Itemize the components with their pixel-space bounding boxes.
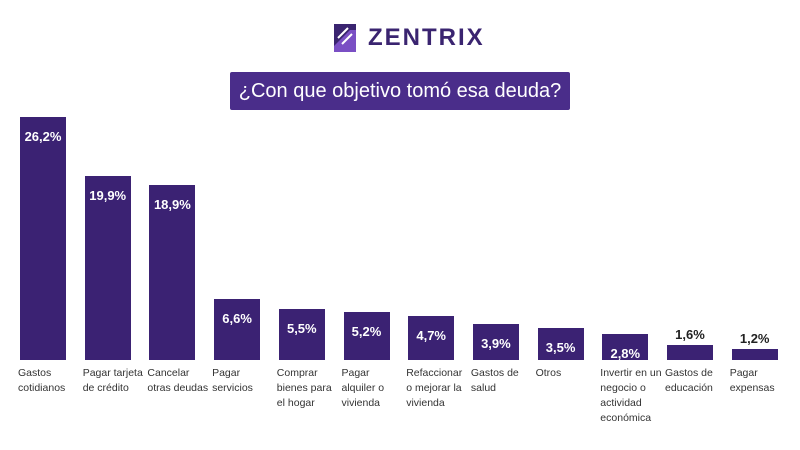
x-tick-label: Pagar servicios bbox=[212, 367, 253, 394]
value-label: 1,6% bbox=[675, 327, 705, 343]
value-label: 5,5% bbox=[286, 321, 317, 336]
bar bbox=[149, 184, 196, 360]
value-label: 6,6% bbox=[222, 310, 252, 326]
x-tick-label: Pagar expensas bbox=[729, 367, 775, 394]
chart-title: ¿Con que objetivo tomó esa deuda? bbox=[230, 72, 570, 110]
bar bbox=[214, 298, 261, 360]
value-label: 18,9% bbox=[153, 196, 191, 212]
x-tick-label: Cancelar otras deudas bbox=[147, 367, 209, 394]
bar bbox=[408, 316, 455, 360]
bar bbox=[472, 323, 519, 360]
x-tick-label: Comprar bienes para el hogar bbox=[276, 367, 332, 409]
x-tick-label: Pagar tarjeta de crédito bbox=[82, 367, 143, 394]
x-tick-label: Pagar alquiler o vivienda bbox=[341, 367, 385, 409]
x-tick-label: Otros bbox=[535, 367, 562, 379]
bar bbox=[667, 345, 713, 360]
x-tick-label: Gastos de educación bbox=[665, 367, 713, 394]
value-label: 19,9% bbox=[89, 187, 127, 203]
value-label: 4,7% bbox=[416, 328, 446, 344]
value-label: 3,5% bbox=[545, 339, 576, 355]
x-tick-label: Gastos de salud bbox=[470, 367, 519, 394]
brand: ZENTRIX bbox=[330, 18, 485, 58]
bar bbox=[731, 348, 778, 360]
value-label: 3,9% bbox=[481, 335, 511, 351]
value-label: 5,2% bbox=[351, 323, 382, 339]
bar bbox=[537, 327, 584, 360]
bar bbox=[20, 117, 66, 360]
x-tick-label: Invertir en un negocio o actividad econó… bbox=[600, 367, 662, 424]
bar bbox=[84, 175, 131, 360]
bar bbox=[278, 309, 325, 360]
value-label: 26,2% bbox=[24, 129, 62, 145]
bar bbox=[602, 334, 649, 360]
bar bbox=[343, 311, 390, 360]
value-label: 2,8% bbox=[610, 346, 641, 362]
brand-name: ZENTRIX bbox=[368, 24, 485, 51]
logo bbox=[334, 24, 356, 52]
x-tick-label: Refaccionar o mejorar la vivienda bbox=[406, 367, 463, 409]
value-label: 1,2% bbox=[739, 330, 770, 346]
x-tick-label: Gastos cotidianos bbox=[18, 367, 66, 394]
